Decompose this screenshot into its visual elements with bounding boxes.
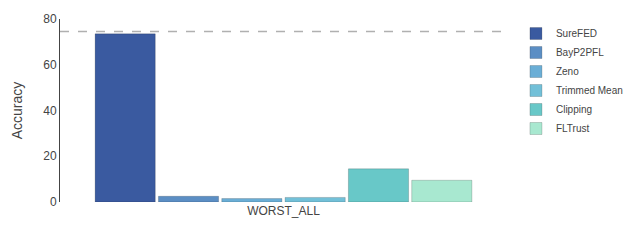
svg-text:20: 20 — [43, 149, 57, 163]
svg-text:40: 40 — [43, 104, 57, 118]
svg-text:WORST_ALL: WORST_ALL — [247, 204, 320, 218]
svg-text:FLTrust: FLTrust — [556, 123, 590, 134]
svg-text:Zeno: Zeno — [556, 66, 579, 77]
svg-text:60: 60 — [43, 58, 57, 72]
svg-text:BayP2PFL: BayP2PFL — [556, 47, 604, 58]
svg-text:Clipping: Clipping — [556, 104, 592, 115]
svg-text:Accuracy: Accuracy — [9, 82, 25, 140]
svg-text:80: 80 — [43, 12, 57, 26]
svg-text:Trimmed Mean: Trimmed Mean — [556, 85, 623, 96]
svg-text:0: 0 — [50, 195, 57, 209]
svg-text:SureFED: SureFED — [556, 28, 597, 39]
